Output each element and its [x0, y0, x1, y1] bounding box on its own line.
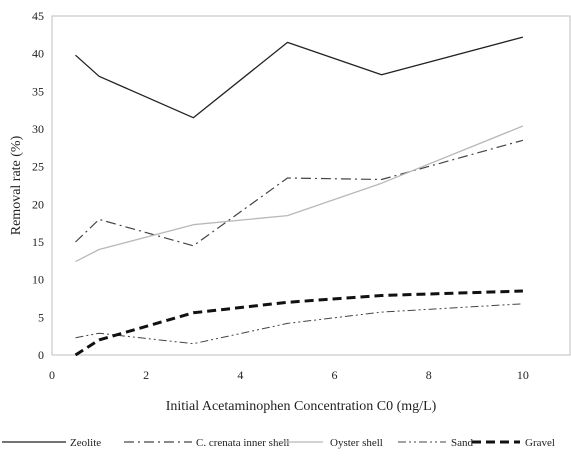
y-tick-label: 5	[38, 310, 44, 324]
y-tick-label: 40	[32, 47, 44, 61]
x-tick-label: 8	[426, 368, 432, 382]
legend-label: Gravel	[525, 437, 555, 449]
legend-label: C. crenata inner shell	[196, 437, 289, 449]
legend-label: Sand	[451, 437, 474, 449]
x-tick-label: 10	[517, 368, 529, 382]
series-line-zeolite	[75, 36, 524, 119]
y-tick-label: 15	[32, 235, 44, 249]
x-tick-label: 4	[237, 368, 243, 382]
x-tick-label: 2	[143, 368, 149, 382]
series-layer	[74, 36, 524, 357]
y-tick-label: 35	[32, 84, 44, 98]
y-tick-label: 20	[32, 197, 44, 211]
y-tick-label: 25	[32, 160, 44, 174]
y-tick-label: 45	[32, 9, 44, 23]
y-tick-label: 0	[38, 348, 44, 362]
legend-label: Oyster shell	[330, 437, 383, 449]
x-axis: 0 2 4 6 8 10	[49, 368, 529, 382]
x-tick-label: 6	[332, 368, 338, 382]
y-axis-title: Removal rate (%)	[9, 135, 24, 235]
y-tick-label: 30	[32, 122, 44, 136]
plot-border	[51, 15, 571, 356]
y-axis: 0 5 10 15 20 25 30 35 40 45	[32, 9, 44, 362]
x-axis-title: Initial Acetaminophen Concentration C0 (…	[166, 399, 437, 414]
plot-area	[51, 15, 571, 356]
series-line-c-crenata-inner-shell	[75, 139, 524, 247]
x-tick-label: 0	[49, 368, 55, 382]
series-line-oyster-shell	[75, 125, 524, 263]
legend: Zeolite C. crenata inner shell Oyster shel…	[2, 437, 555, 449]
series-line-gravel	[74, 289, 523, 357]
series-line-sand	[75, 303, 523, 345]
legend-label: Zeolite	[70, 437, 101, 449]
y-tick-label: 10	[32, 273, 44, 287]
